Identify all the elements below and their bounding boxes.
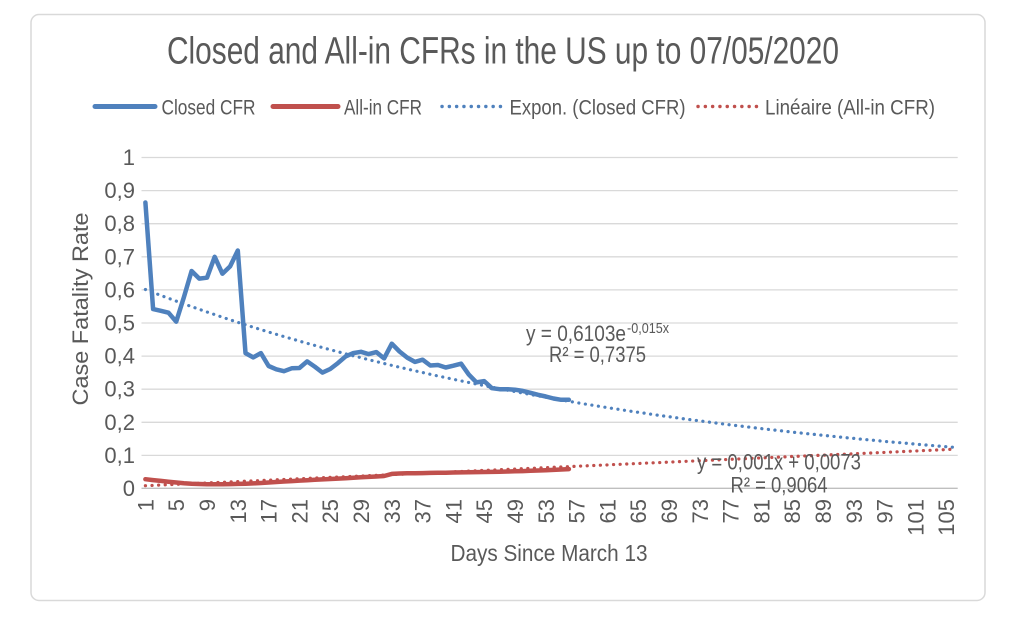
svg-text:17: 17	[257, 499, 282, 523]
svg-text:9: 9	[195, 499, 220, 511]
svg-text:Linéaire (All-in CFR): Linéaire (All-in CFR)	[765, 97, 935, 120]
svg-text:All-in CFR: All-in CFR	[344, 97, 422, 120]
svg-text:13: 13	[226, 499, 251, 523]
svg-text:5: 5	[164, 499, 189, 511]
svg-text:105: 105	[934, 499, 959, 536]
svg-text:Expon. (Closed CFR): Expon. (Closed CFR)	[510, 97, 686, 120]
svg-text:81: 81	[749, 499, 774, 523]
svg-text:49: 49	[503, 499, 528, 523]
svg-text:1: 1	[123, 145, 135, 170]
svg-text:29: 29	[349, 499, 374, 523]
svg-text:0,4: 0,4	[104, 344, 135, 369]
svg-text:89: 89	[811, 499, 836, 523]
svg-text:45: 45	[472, 499, 497, 523]
svg-text:101: 101	[903, 499, 928, 536]
svg-text:85: 85	[780, 499, 805, 523]
svg-text:Case Fatality Rate: Case Fatality Rate	[68, 213, 93, 406]
svg-text:0,7: 0,7	[104, 244, 135, 269]
svg-text:0,8: 0,8	[104, 211, 135, 236]
svg-text:0,3: 0,3	[104, 377, 135, 402]
svg-text:0,2: 0,2	[104, 410, 135, 435]
svg-text:0,6: 0,6	[104, 277, 135, 302]
svg-text:25: 25	[318, 499, 343, 523]
svg-text:77: 77	[719, 499, 744, 523]
svg-text:y = 0,6103e: y = 0,6103e	[526, 321, 626, 346]
svg-text:53: 53	[534, 499, 559, 523]
svg-text:0,9: 0,9	[104, 178, 135, 203]
svg-text:0,1: 0,1	[104, 443, 135, 468]
svg-text:33: 33	[380, 499, 405, 523]
svg-text:21: 21	[287, 499, 312, 523]
svg-text:1: 1	[133, 499, 158, 511]
svg-text:61: 61	[595, 499, 620, 523]
svg-text:-0,015x: -0,015x	[627, 320, 669, 337]
svg-text:41: 41	[441, 499, 466, 523]
svg-text:Days Since March 13: Days Since March 13	[451, 540, 648, 566]
svg-text:93: 93	[842, 499, 867, 523]
svg-text:Closed and All-in CFRs in the: Closed and All-in CFRs in the US up to 0…	[167, 31, 839, 73]
svg-text:37: 37	[411, 499, 436, 523]
svg-text:Closed CFR: Closed CFR	[162, 97, 256, 120]
svg-text:y = 0,001x + 0,0073: y = 0,001x + 0,0073	[697, 450, 861, 475]
svg-text:0: 0	[123, 476, 135, 501]
svg-text:57: 57	[565, 499, 590, 523]
svg-text:R² = 0,9064: R² = 0,9064	[731, 473, 828, 498]
svg-text:69: 69	[657, 499, 682, 523]
svg-text:65: 65	[626, 499, 651, 523]
svg-text:0,5: 0,5	[104, 311, 135, 336]
svg-text:73: 73	[688, 499, 713, 523]
svg-text:R² = 0,7375: R² = 0,7375	[549, 342, 646, 367]
svg-text:97: 97	[873, 499, 898, 523]
